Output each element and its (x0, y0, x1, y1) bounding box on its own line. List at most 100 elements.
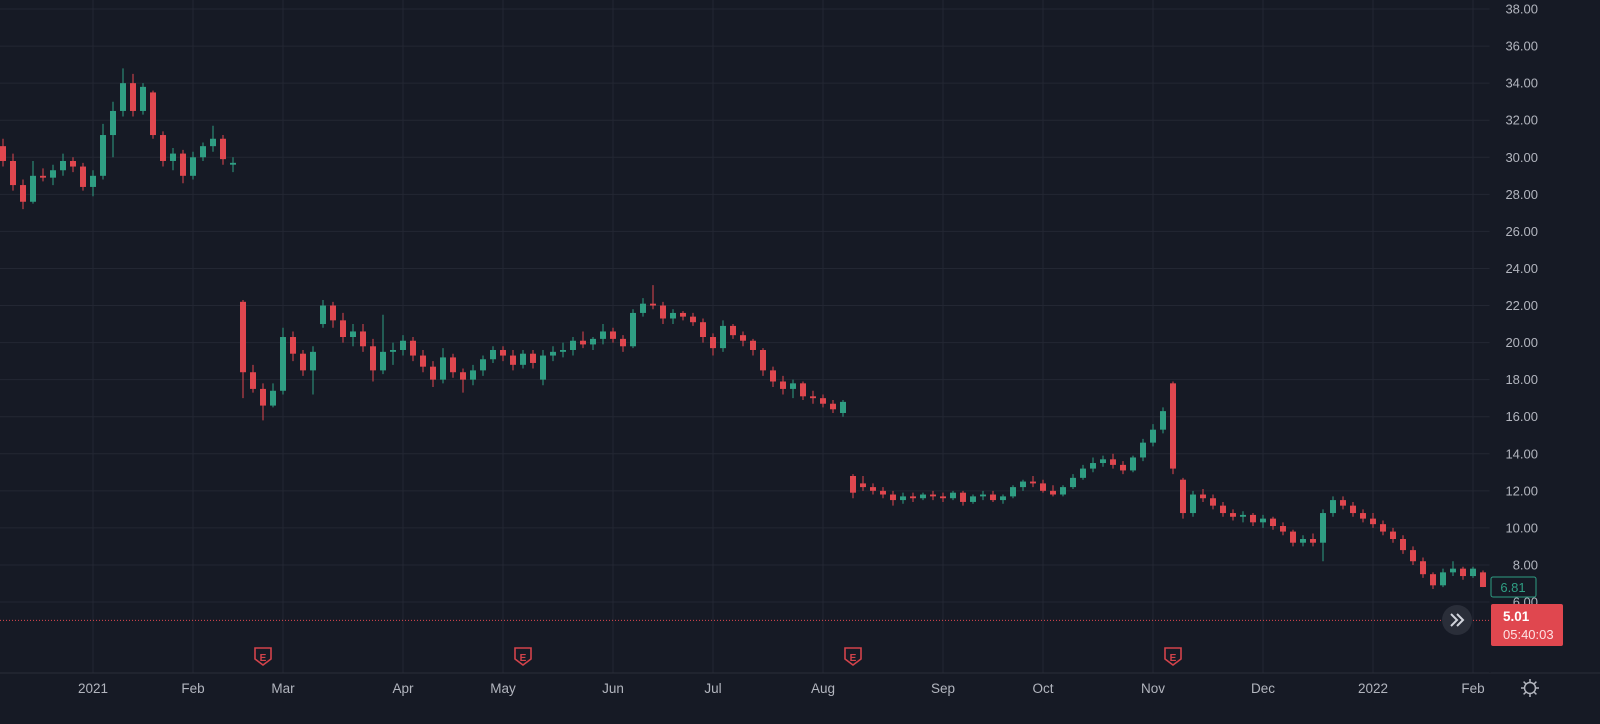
earnings-icon[interactable] (514, 647, 532, 666)
candle-body (0, 146, 6, 161)
candle-body (790, 383, 796, 389)
scroll-to-realtime-button[interactable] (1442, 605, 1472, 635)
candle-body (320, 305, 326, 325)
candle-body (1420, 561, 1426, 575)
candle-body (1030, 481, 1036, 484)
candle-body (290, 337, 296, 354)
candle-body (1290, 531, 1296, 543)
settings-button[interactable] (1521, 679, 1539, 697)
candle-body (1200, 494, 1206, 499)
candle-body (1190, 494, 1196, 514)
candle-body (190, 157, 196, 176)
candle-body (1170, 383, 1176, 469)
earnings-label: E (520, 653, 527, 664)
candle-body (80, 166, 86, 187)
candle-body (370, 346, 376, 371)
candle-body (1460, 568, 1466, 577)
candle-body (1080, 468, 1086, 478)
candle-body (150, 92, 156, 136)
earnings-icon[interactable] (844, 647, 862, 666)
price-tick-label: 36.00 (1505, 39, 1538, 54)
candle-body (390, 349, 396, 352)
candle-body (520, 353, 526, 365)
time-tick-label: Apr (392, 681, 414, 696)
earnings-label: E (850, 653, 857, 664)
time-tick-label: Oct (1032, 681, 1053, 696)
candle-body (1120, 464, 1126, 471)
candle-body (1100, 459, 1106, 464)
candle-body (410, 340, 416, 356)
candle-body (140, 86, 146, 111)
price-tick-label: 22.00 (1505, 298, 1538, 313)
earnings-label: E (1170, 653, 1177, 664)
candle-body (940, 496, 946, 499)
candle-body (480, 359, 486, 371)
candle-body (760, 349, 766, 371)
candle-body (1380, 524, 1386, 532)
candle-body (830, 403, 836, 410)
price-tick-label: 30.00 (1505, 150, 1538, 165)
price-tick-label: 24.00 (1505, 261, 1538, 276)
candle-body (160, 135, 166, 161)
candle-body (270, 390, 276, 406)
candle-body (1340, 500, 1346, 506)
candle-body (1020, 481, 1026, 488)
price-tick-label: 26.00 (1505, 224, 1538, 239)
candle-body (640, 303, 646, 313)
candle-body (60, 160, 66, 171)
candle-body (330, 305, 336, 321)
earnings-icon[interactable] (1164, 647, 1182, 666)
candle-body (1050, 490, 1056, 495)
price-axis[interactable]: 38.00 36.00 34.00 32.00 30.00 28.00 26.00 24.00… (1505, 2, 1538, 610)
candle-body (920, 494, 926, 499)
candle-body (1160, 411, 1166, 430)
time-axis[interactable]: 2021 Feb Mar Apr May Jun Jul Aug Sep Oct Nov Dec 202… (78, 681, 1485, 696)
candle-body (510, 355, 516, 365)
candle-body (880, 490, 886, 495)
grid (0, 0, 1490, 673)
candle-body (900, 496, 906, 501)
candle-body (1130, 457, 1136, 471)
candle-body (350, 331, 356, 338)
candle-body (360, 331, 366, 347)
candle-body (100, 135, 106, 176)
price-tick-label: 16.00 (1505, 409, 1538, 424)
candle-body (1270, 518, 1276, 527)
candle-body (540, 355, 546, 380)
candle-body (1320, 513, 1326, 543)
candle-body (460, 372, 466, 380)
candles (0, 68, 1486, 590)
candle-body (800, 383, 806, 397)
price-tick-label: 18.00 (1505, 372, 1538, 387)
last-price-label: 6.81 (1500, 580, 1525, 595)
candle-body (430, 366, 436, 380)
candle-body (550, 351, 556, 356)
candle-body (1010, 487, 1016, 497)
candle-body (1410, 550, 1416, 562)
candle-body (1090, 463, 1096, 469)
candle-body (670, 312, 676, 319)
candle-body (10, 160, 16, 186)
candle-body (490, 349, 496, 360)
candle-body (1450, 568, 1456, 573)
current-price-badge (1491, 604, 1563, 646)
candle-body (860, 483, 866, 488)
time-tick-label: Jun (602, 681, 624, 696)
earnings-icon[interactable] (254, 647, 272, 666)
price-tick-label: 32.00 (1505, 113, 1538, 128)
candle-body (500, 349, 506, 356)
candle-body (110, 110, 116, 136)
candle-body (300, 353, 306, 371)
candle-body (1350, 505, 1356, 514)
candle-body (650, 303, 656, 306)
time-tick-label: Mar (271, 681, 295, 696)
candle-body (1390, 531, 1396, 539)
candle-body (930, 494, 936, 497)
price-tick-label: 20.00 (1505, 335, 1538, 350)
candle-body (680, 312, 686, 317)
candle-body (450, 357, 456, 373)
candle-body (700, 322, 706, 338)
price-tick-label: 8.00 (1513, 557, 1538, 572)
